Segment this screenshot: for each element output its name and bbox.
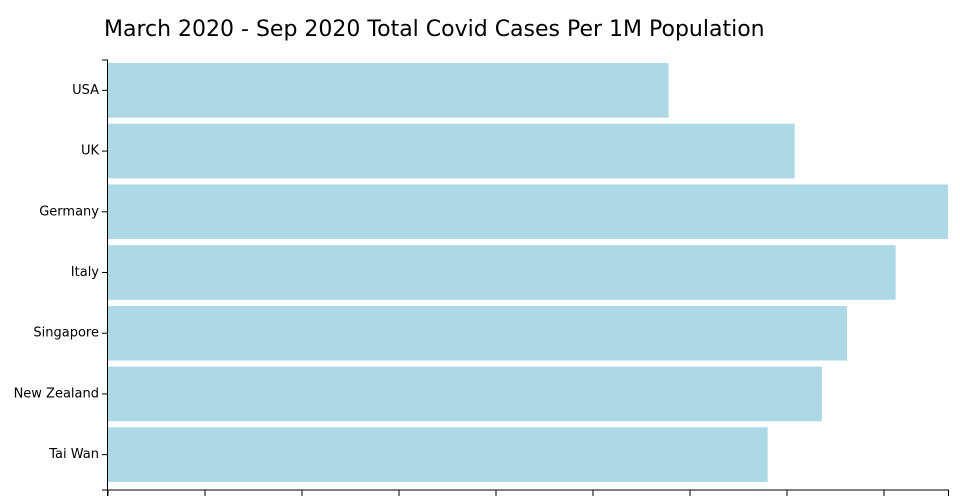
bar — [108, 305, 848, 361]
y-tick-label: Tai Wan — [48, 447, 99, 462]
chart-title: March 2020 - Sep 2020 Total Covid Cases … — [104, 17, 765, 42]
y-tick-label: Singapore — [33, 326, 99, 341]
y-tick-label: Italy — [71, 265, 100, 280]
x-axis — [107, 489, 949, 496]
bar — [108, 366, 822, 422]
bar — [108, 184, 948, 240]
bar — [108, 63, 669, 118]
y-axis — [102, 59, 108, 491]
y-tick-label: USA — [72, 83, 99, 98]
bar — [108, 123, 795, 179]
bar — [108, 245, 896, 300]
bar — [108, 427, 768, 482]
y-tick-label: New Zealand — [14, 386, 99, 401]
y-tick-label: UK — [81, 144, 100, 159]
y-tick-label: Germany — [39, 204, 99, 219]
